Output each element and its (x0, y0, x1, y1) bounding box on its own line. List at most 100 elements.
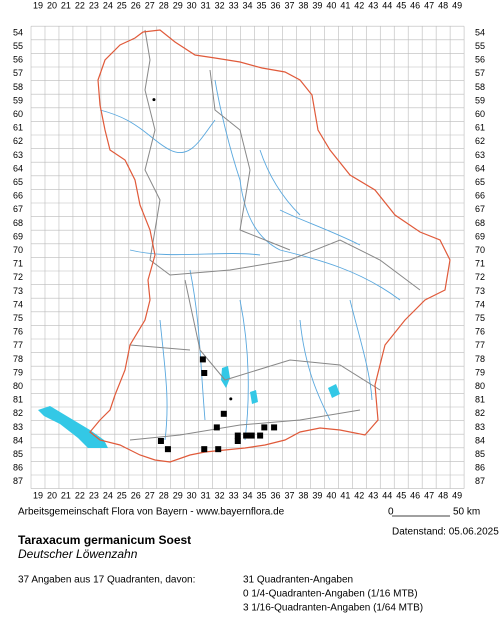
row-label: 60 (475, 109, 485, 119)
column-label: 27 (145, 490, 155, 500)
row-label: 71 (475, 259, 485, 269)
rivers (99, 79, 401, 441)
row-label: 58 (13, 82, 23, 92)
column-label: 43 (368, 490, 378, 500)
row-label: 71 (13, 259, 23, 269)
column-label: 23 (89, 0, 99, 10)
row-label: 59 (475, 95, 485, 105)
row-label: 65 (13, 177, 23, 187)
column-label: 33 (229, 490, 239, 500)
grid (30, 25, 465, 489)
row-label: 66 (13, 191, 23, 201)
column-label: 31 (201, 490, 211, 500)
row-label: 54 (475, 27, 485, 37)
row-label: 64 (13, 163, 23, 173)
occurrence-square (271, 424, 278, 431)
row-label: 56 (475, 55, 485, 65)
occurrence-square (157, 438, 164, 444)
row-label: 54 (13, 27, 23, 37)
row-label: 75 (13, 313, 23, 323)
row-label: 87 (13, 476, 23, 486)
column-label: 40 (326, 490, 336, 500)
occurrence-square (234, 432, 241, 439)
column-label: 35 (257, 0, 267, 10)
row-label: 85 (475, 449, 485, 459)
row-label: 69 (13, 231, 23, 241)
row-label: 77 (13, 340, 23, 350)
scale-end: 50 km (453, 507, 480, 518)
row-label: 74 (13, 299, 23, 309)
row-label: 72 (13, 272, 23, 282)
lake (221, 366, 230, 388)
column-label: 37 (284, 490, 294, 500)
column-label: 20 (47, 490, 57, 500)
row-label: 80 (13, 381, 23, 391)
common-name: Deutscher Löwenzahn (18, 547, 138, 561)
column-label: 38 (298, 0, 308, 10)
row-label: 67 (13, 204, 23, 214)
date: Datenstand: 05.06.2025 (392, 527, 499, 538)
row-label: 86 (475, 463, 485, 473)
row-label: 76 (475, 327, 485, 337)
occurrence-square (201, 446, 208, 453)
column-label: 23 (89, 490, 99, 500)
row-label: 87 (475, 476, 485, 486)
row-label: 57 (475, 68, 485, 78)
column-label: 41 (340, 0, 350, 10)
column-label: 48 (438, 0, 448, 10)
row-label: 60 (13, 109, 23, 119)
column-label: 48 (438, 490, 448, 500)
credit: Arbeitsgemeinschaft Flora von Bayern - w… (18, 507, 285, 518)
column-label: 47 (424, 0, 434, 10)
row-label: 79 (13, 367, 23, 377)
summary: 37 Angaben aus 17 Quadranten, davon: (18, 575, 195, 586)
lake-constance (38, 406, 108, 448)
row-label: 70 (13, 245, 23, 255)
row-label: 57 (13, 68, 23, 78)
column-label: 33 (229, 0, 239, 10)
row-label: 73 (475, 286, 485, 296)
column-label: 49 (452, 0, 462, 10)
column-label: 19 (33, 490, 43, 500)
row-label: 68 (13, 218, 23, 228)
row-label: 78 (13, 354, 23, 364)
column-label: 24 (103, 490, 113, 500)
row-label: 64 (475, 163, 485, 173)
row-label: 80 (475, 381, 485, 391)
row-label: 81 (13, 395, 23, 405)
column-label: 28 (159, 490, 169, 500)
row-label: 63 (13, 150, 23, 160)
row-label: 56 (13, 55, 23, 65)
column-label: 25 (117, 490, 127, 500)
row-label: 61 (475, 123, 485, 133)
column-label: 43 (368, 0, 378, 10)
row-label: 70 (475, 245, 485, 255)
column-label: 41 (340, 490, 350, 500)
occurrence-square (213, 424, 220, 431)
row-label: 81 (475, 395, 485, 405)
occurrence-square (199, 356, 206, 363)
row-label: 75 (475, 313, 485, 323)
column-label: 30 (187, 0, 197, 10)
occurrence-square (201, 370, 208, 376)
column-label: 25 (117, 0, 127, 10)
column-label: 46 (410, 0, 420, 10)
column-label: 29 (173, 490, 183, 500)
lake (328, 384, 340, 398)
occurrence-square (248, 432, 255, 439)
row-label: 58 (475, 82, 485, 92)
occurrence-square (261, 424, 268, 431)
column-label: 49 (452, 490, 462, 500)
row-label: 85 (13, 449, 23, 459)
column-label: 26 (131, 490, 141, 500)
count: 3 1/16-Quadranten-Angaben (1/64 MTB) (243, 603, 423, 614)
column-label: 44 (382, 0, 392, 10)
row-label: 62 (13, 136, 23, 146)
column-label: 29 (173, 0, 183, 10)
column-label: 39 (312, 0, 322, 10)
column-label: 30 (187, 490, 197, 500)
district-borders (129, 29, 421, 441)
column-label: 19 (33, 0, 43, 10)
column-label: 36 (270, 490, 280, 500)
column-label: 38 (298, 490, 308, 500)
